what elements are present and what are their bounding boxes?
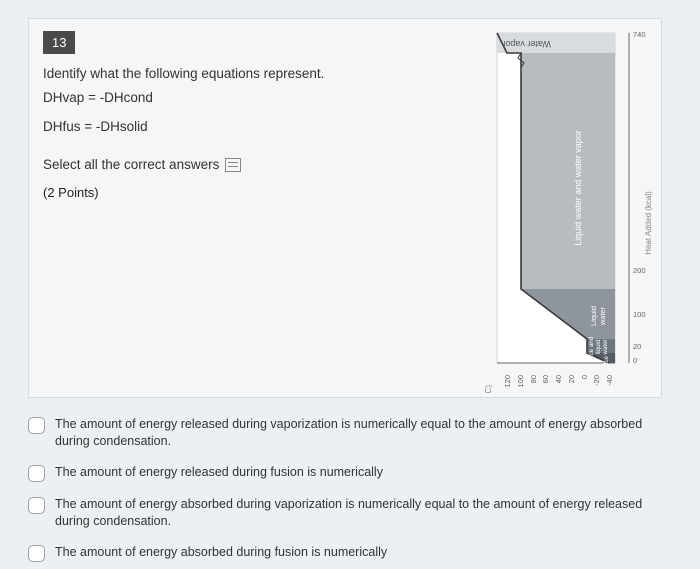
checkbox[interactable] (28, 417, 45, 434)
x-axis-label: Heat Added (kcal) (644, 191, 653, 255)
svg-text:-40: -40 (605, 375, 614, 386)
answer-option[interactable]: The amount of energy absorbed during fus… (28, 544, 664, 562)
checkbox[interactable] (28, 465, 45, 482)
svg-text:liquid: liquid (595, 339, 602, 354)
equation-1: DHvap = -DHcond (43, 88, 423, 108)
answer-text: The amount of energy released during vap… (55, 416, 664, 450)
question-card: 13 Identify what the following equations… (28, 18, 662, 398)
heating-curve-figure: 0 20 100 200 740 Heat Added (kcal) -40 -… (481, 23, 657, 393)
svg-text:60: 60 (541, 375, 550, 383)
svg-text:-20: -20 (592, 375, 601, 386)
svg-text:Ice: Ice (604, 355, 610, 364)
points-label: (2 Points) (43, 183, 423, 203)
question-number-badge: 13 (43, 31, 75, 54)
multi-select-icon (225, 158, 241, 172)
svg-text:120: 120 (503, 375, 512, 388)
svg-text:0: 0 (580, 375, 589, 379)
answer-option[interactable]: The amount of energy released during fus… (28, 464, 664, 482)
equation-2: DHfus = -DHsolid (43, 117, 423, 137)
svg-text:Liquid water and water vapor: Liquid water and water vapor (573, 130, 583, 246)
answer-option[interactable]: The amount of energy absorbed during vap… (28, 496, 664, 530)
svg-text:Ice and: Ice and (588, 336, 595, 357)
svg-text:100: 100 (633, 310, 646, 319)
svg-text:40: 40 (554, 375, 563, 383)
answer-text: The amount of energy absorbed during vap… (55, 496, 664, 530)
svg-text:Water vapor: Water vapor (502, 39, 551, 49)
select-instruction: Select all the correct answers (43, 155, 219, 175)
svg-text:200: 200 (633, 266, 646, 275)
svg-text:ıurerature (°C): ıurerature (°C) (484, 385, 493, 393)
answer-option[interactable]: The amount of energy released during vap… (28, 416, 664, 450)
svg-text:20: 20 (567, 375, 576, 383)
svg-text:20: 20 (633, 342, 641, 351)
checkbox[interactable] (28, 545, 45, 562)
svg-text:water: water (602, 339, 609, 355)
answers-list: The amount of energy released during vap… (28, 416, 664, 562)
svg-text:80: 80 (529, 375, 538, 383)
checkbox[interactable] (28, 497, 45, 514)
svg-text:Liquid: Liquid (589, 306, 598, 326)
svg-text:100: 100 (516, 375, 525, 388)
svg-text:water: water (598, 306, 607, 326)
svg-text:740: 740 (633, 30, 646, 39)
svg-text:0: 0 (633, 356, 637, 365)
answer-text: The amount of energy absorbed during fus… (55, 544, 664, 561)
question-body: Identify what the following equations re… (43, 64, 423, 203)
answer-text: The amount of energy released during fus… (55, 464, 664, 481)
question-prompt: Identify what the following equations re… (43, 64, 423, 84)
